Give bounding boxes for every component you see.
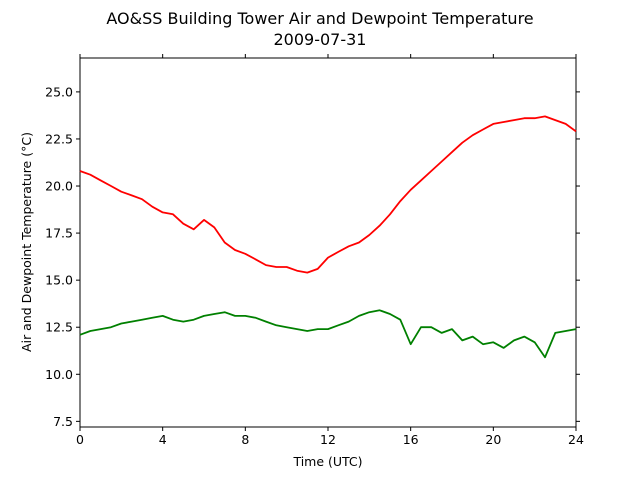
chart-title: AO&SS Building Tower Air and Dewpoint Te… [106, 9, 533, 28]
y-tick-label: 17.5 [45, 226, 73, 241]
series-line-2 [79, 309, 577, 359]
y-axis-label: Air and Dewpoint Temperature (°C) [19, 132, 34, 352]
series-line-1 [79, 115, 577, 274]
x-tick-label: 16 [403, 432, 419, 447]
x-axis: 0 4 8 12 16 20 24 [76, 54, 584, 447]
plot-frame [79, 57, 577, 428]
y-tick-label: 22.5 [45, 131, 73, 146]
plot-area [79, 57, 577, 428]
y-tick-label: 12.5 [45, 320, 73, 335]
x-tick-label: 4 [159, 432, 167, 447]
x-tick-label: 20 [485, 432, 501, 447]
x-tick-label: 12 [320, 432, 336, 447]
x-axis-label: Time (UTC) [292, 454, 362, 469]
x-tick-label: 0 [76, 432, 84, 447]
chart-subtitle: 2009-07-31 [274, 30, 367, 49]
y-tick-label: 7.5 [53, 414, 73, 429]
x-tick-label: 8 [241, 432, 249, 447]
y-tick-label: 20.0 [45, 179, 73, 194]
y-axis: 7.5 10.0 12.5 15.0 17.5 20.0 22.5 25.0 [45, 84, 580, 429]
series-layer [79, 115, 577, 359]
x-tick-label: 24 [568, 432, 584, 447]
y-tick-label: 25.0 [45, 84, 73, 99]
y-tick-label: 10.0 [45, 367, 73, 382]
y-tick-label: 15.0 [45, 273, 73, 288]
